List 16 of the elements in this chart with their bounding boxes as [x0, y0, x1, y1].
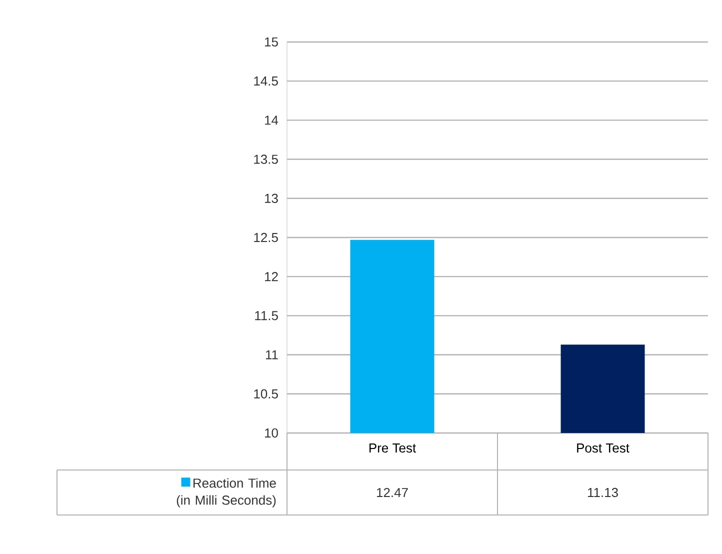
- y-tick-label: 11.5: [255, 311, 278, 320]
- data-label: 12.47: [376, 488, 408, 498]
- y-tick-label: 10: [265, 428, 278, 438]
- y-tick-label: 12.5: [254, 232, 278, 242]
- y-tick-label: 14.5: [254, 76, 278, 86]
- data-label: 11.13: [588, 488, 618, 498]
- x-tick-label: Pre Test: [369, 444, 416, 453]
- y-tick-label: 13.5: [254, 154, 278, 164]
- y-tick-label: 13: [265, 194, 278, 203]
- y-tick-label: 10.5: [254, 389, 278, 398]
- y-tick-label: 11: [266, 350, 278, 360]
- y-tick-label: 14: [265, 116, 278, 125]
- y-tick-label: 12: [265, 272, 278, 282]
- y-tick-label: 15: [265, 37, 278, 47]
- x-tick-label: Post Test: [577, 444, 630, 453]
- legend-label: Reaction Time (in Milli Seconds): [176, 478, 276, 508]
